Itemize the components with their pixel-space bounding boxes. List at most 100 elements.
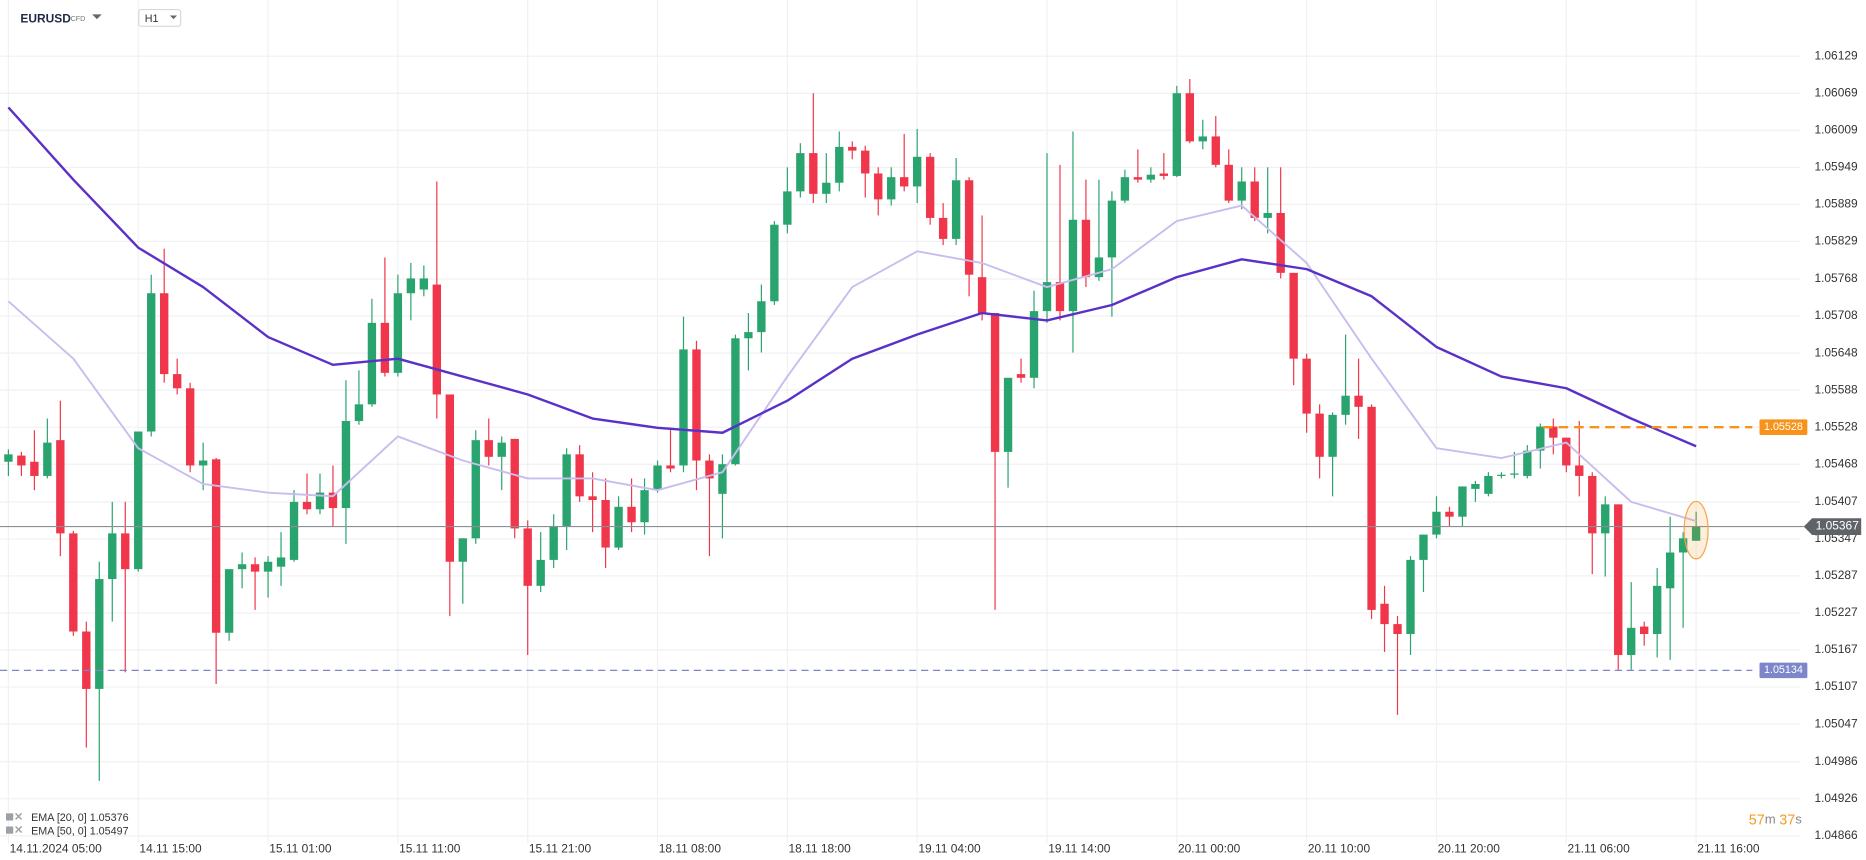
candle-body bbox=[30, 461, 39, 476]
y-tick-label: 1.06129 bbox=[1814, 48, 1858, 62]
candle-body bbox=[1665, 552, 1675, 589]
x-tick-label: 15.11 01:00 bbox=[269, 841, 332, 855]
countdown-unit: m bbox=[1765, 812, 1776, 827]
ema-line bbox=[7, 204, 1697, 522]
candle-body bbox=[1315, 413, 1324, 457]
candle-body bbox=[1146, 174, 1156, 180]
legend-value: 1.05376 bbox=[90, 812, 129, 824]
x-tick-label: 21.11 16:00 bbox=[1697, 841, 1760, 855]
candle-body bbox=[1003, 377, 1013, 452]
candle-body bbox=[1107, 200, 1117, 258]
candle-body bbox=[523, 528, 532, 586]
candle-body bbox=[1639, 626, 1649, 634]
legend-icon[interactable] bbox=[6, 826, 14, 834]
candle-body bbox=[601, 500, 610, 548]
x-tick-label: 15.11 21:00 bbox=[529, 841, 592, 855]
countdown: 57m 37s bbox=[1749, 812, 1802, 828]
candle-body bbox=[666, 465, 675, 469]
y-tick-label: 1.05167 bbox=[1814, 642, 1858, 656]
candle-body bbox=[17, 455, 26, 466]
countdown-minutes: 57 bbox=[1749, 812, 1765, 828]
candle-body bbox=[160, 293, 169, 375]
candle-body bbox=[848, 146, 857, 151]
candle-body bbox=[575, 454, 584, 497]
candle-body bbox=[1601, 504, 1610, 534]
symbol[interactable]: EURUSD bbox=[20, 11, 71, 25]
candle-body bbox=[783, 191, 792, 225]
candle-body bbox=[69, 533, 78, 632]
candle-body bbox=[198, 460, 208, 466]
legend-name: EMA [20, 0] bbox=[31, 812, 87, 824]
candle-body bbox=[1042, 282, 1052, 312]
candle-body bbox=[964, 180, 974, 275]
candle-body bbox=[562, 454, 571, 526]
symbol-dropdown[interactable] bbox=[92, 14, 102, 20]
candle-body bbox=[95, 579, 104, 689]
legend-remove[interactable] bbox=[15, 826, 23, 833]
candle-body bbox=[1588, 475, 1597, 534]
candle-body bbox=[82, 631, 91, 689]
candle-body bbox=[237, 564, 247, 570]
candle-body bbox=[1172, 93, 1182, 176]
candle-body bbox=[1354, 395, 1363, 407]
x-tick-label: 15.11 11:00 bbox=[399, 841, 461, 855]
candle-body bbox=[614, 506, 623, 548]
candle-body bbox=[406, 278, 416, 294]
timeframe-box[interactable] bbox=[138, 8, 182, 27]
price-level-tag bbox=[1759, 662, 1808, 679]
candle-body bbox=[977, 277, 987, 313]
last-price-tag bbox=[1803, 518, 1862, 535]
y-tick-label: 1.04866 bbox=[1814, 828, 1858, 842]
candle-body bbox=[432, 284, 442, 395]
candle-body bbox=[367, 322, 377, 405]
candle-body bbox=[1029, 311, 1039, 378]
candle-body bbox=[731, 338, 740, 465]
legend-remove[interactable] bbox=[15, 812, 23, 820]
candle-body bbox=[822, 182, 831, 194]
candle-body bbox=[1081, 219, 1091, 278]
candle-body bbox=[796, 153, 805, 192]
candle-body bbox=[1471, 483, 1480, 489]
candle-body bbox=[679, 349, 688, 466]
candle-body bbox=[1484, 475, 1493, 494]
symbol-type: CFD bbox=[71, 15, 86, 23]
candle-body bbox=[874, 173, 883, 200]
last-candle-highlight bbox=[1683, 500, 1709, 560]
timeframe[interactable]: H1 bbox=[145, 13, 159, 25]
countdown-seconds: 37 bbox=[1779, 812, 1795, 828]
candle-body bbox=[705, 460, 714, 479]
y-tick-label: 1.05287 bbox=[1814, 568, 1858, 582]
price-level-label: 1.05134 bbox=[1764, 664, 1803, 676]
candle-body bbox=[640, 490, 649, 523]
candle-body bbox=[510, 438, 519, 529]
x-tick-label: 20.11 00:00 bbox=[1178, 841, 1241, 855]
candle-body bbox=[1510, 473, 1519, 475]
candle-body bbox=[1224, 164, 1233, 201]
candle-body bbox=[1614, 504, 1623, 655]
candle-body bbox=[172, 374, 182, 389]
candle-body bbox=[1198, 136, 1207, 142]
candle-body bbox=[354, 404, 364, 422]
candle-body bbox=[289, 501, 299, 560]
candle-body bbox=[1497, 474, 1506, 476]
candle-body bbox=[1445, 511, 1454, 517]
x-tick-label: 19.11 14:00 bbox=[1048, 841, 1111, 855]
candle-body bbox=[302, 501, 312, 510]
candle-body bbox=[549, 525, 558, 560]
candle-body bbox=[224, 569, 234, 633]
x-tick-label: 19.11 04:00 bbox=[918, 841, 981, 855]
candle-body bbox=[1211, 136, 1220, 165]
candle-body bbox=[276, 557, 286, 567]
countdown-unit: s bbox=[1795, 812, 1802, 827]
timeframe-dropdown[interactable] bbox=[169, 15, 178, 20]
candle-body bbox=[108, 533, 117, 580]
candle-body bbox=[1133, 177, 1143, 180]
candle-body bbox=[134, 431, 143, 570]
candle-body bbox=[1406, 559, 1415, 634]
ema-line bbox=[7, 106, 1697, 448]
candle-body bbox=[211, 459, 221, 633]
legend-icon[interactable] bbox=[6, 813, 14, 821]
candle-body bbox=[861, 150, 870, 174]
